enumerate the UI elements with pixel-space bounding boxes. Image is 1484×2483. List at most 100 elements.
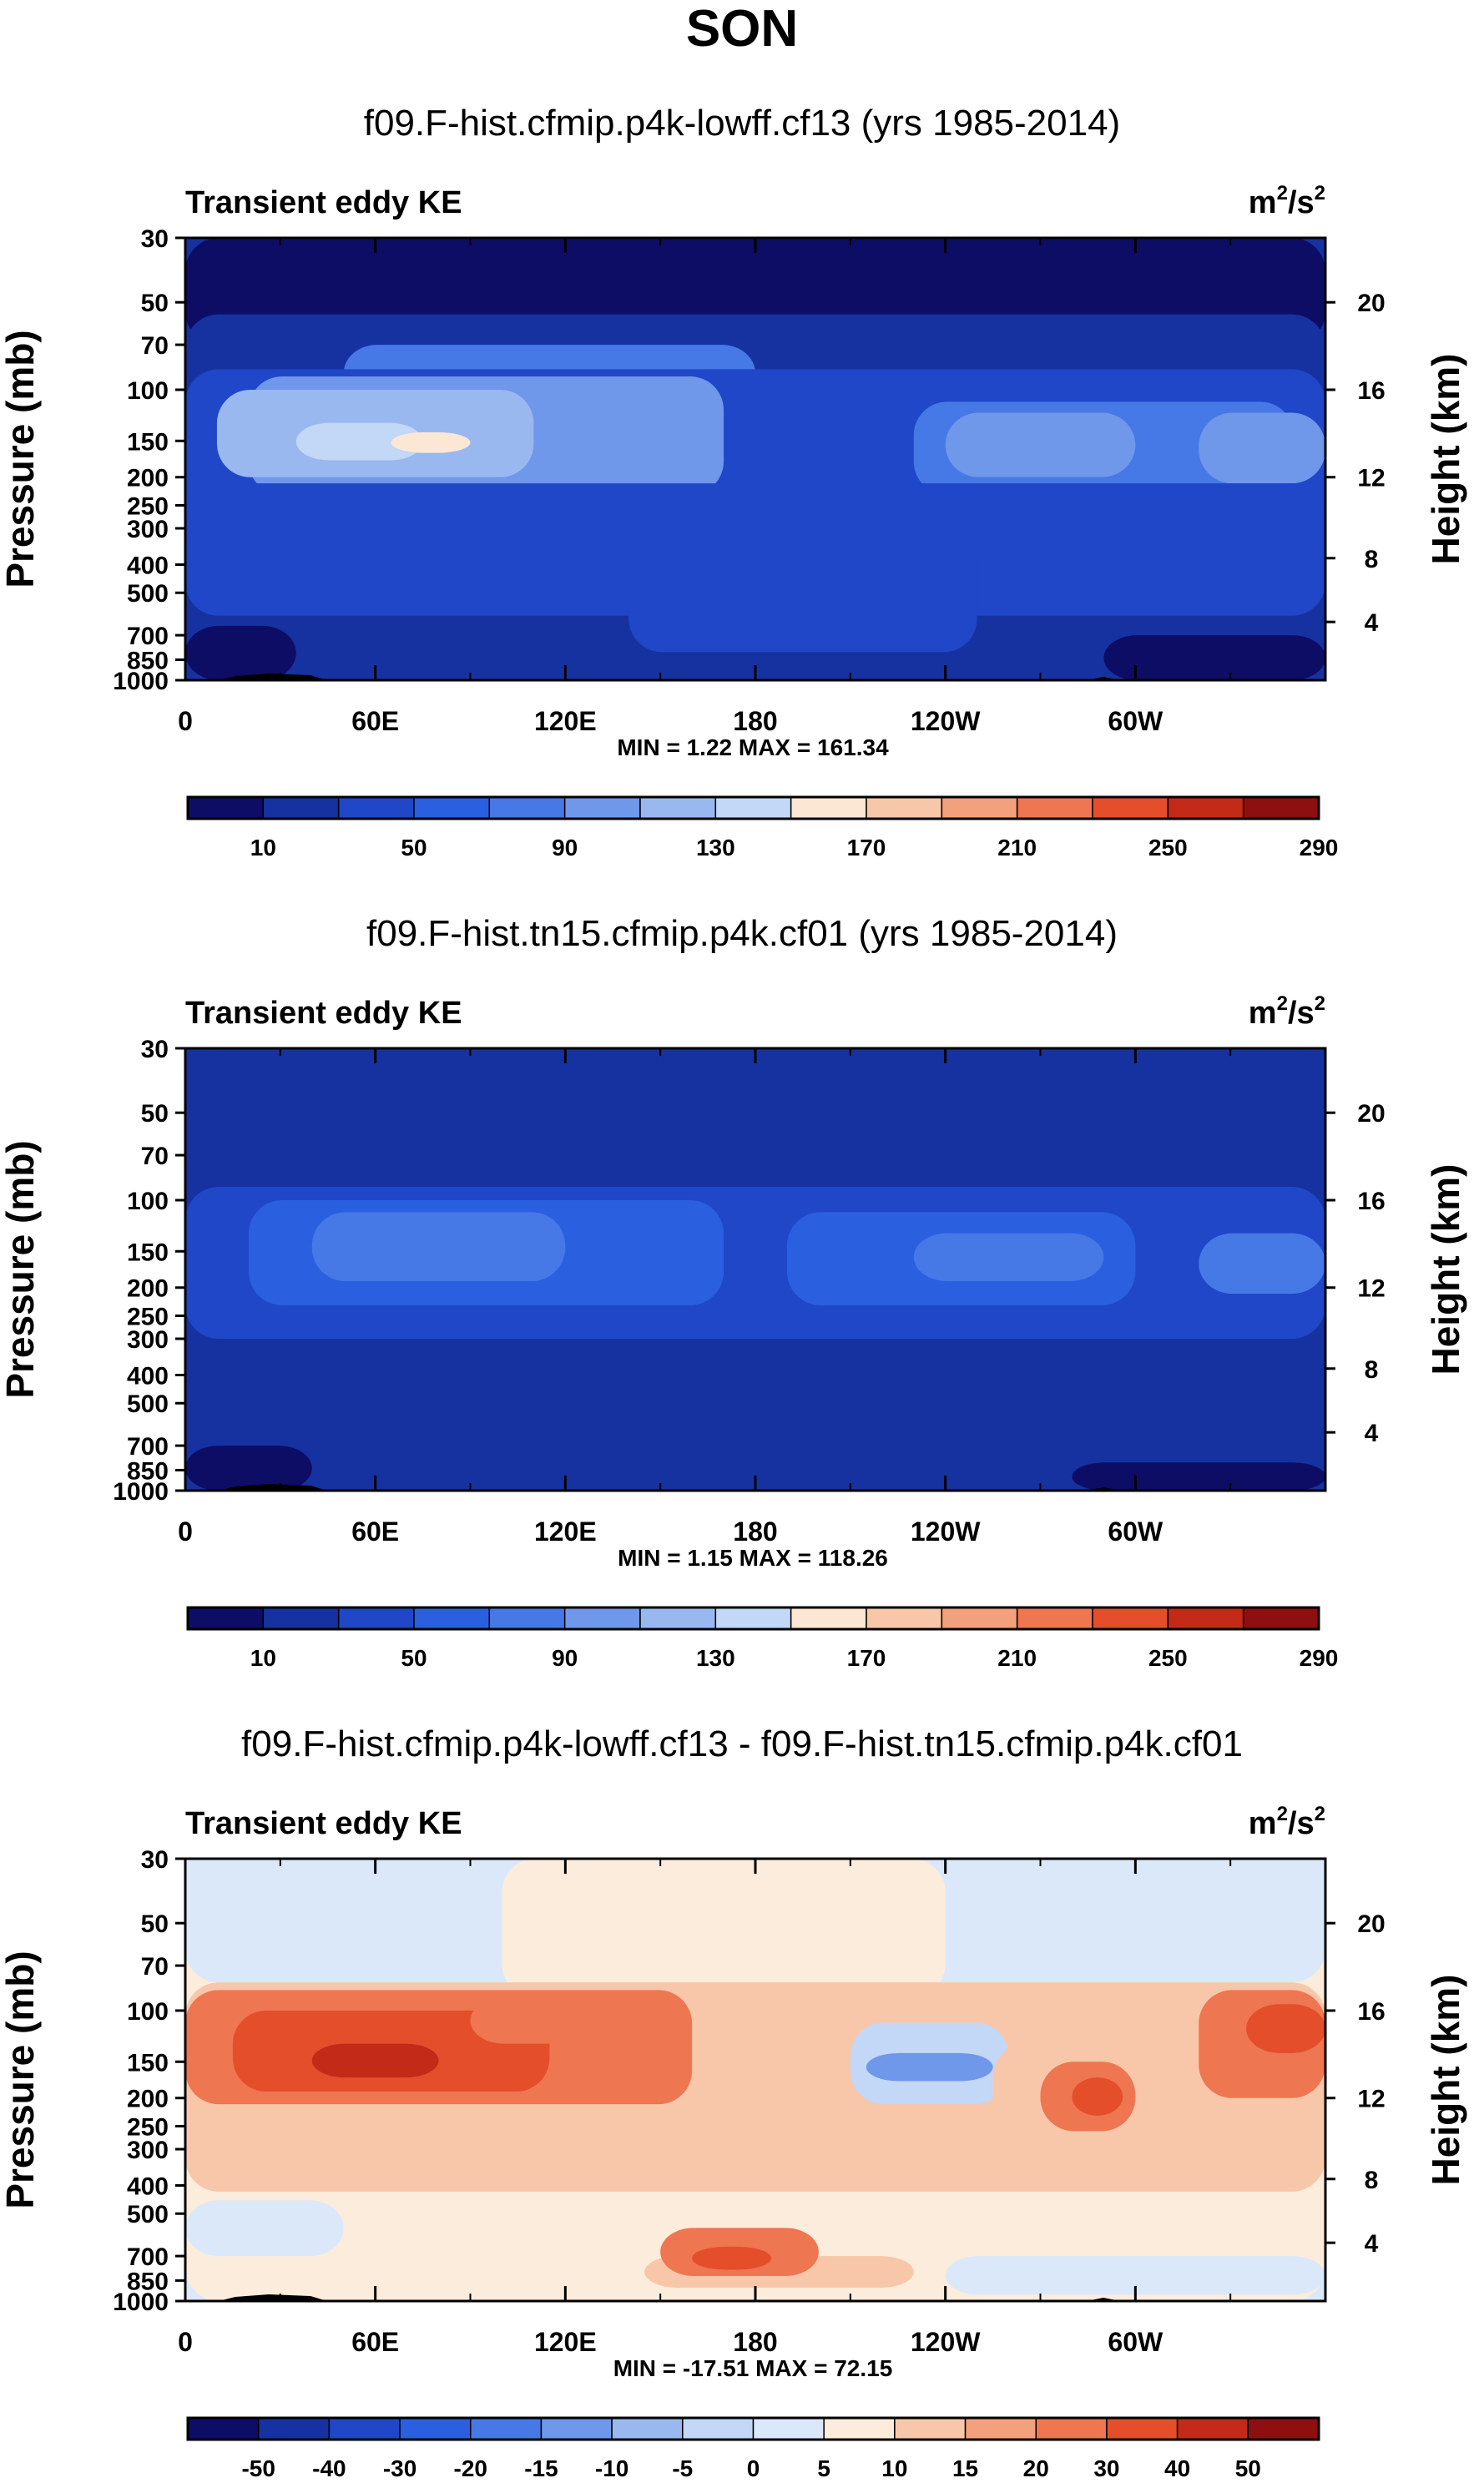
y-tick-label: 700 (127, 623, 169, 650)
y2-tick-label: 16 (1357, 1998, 1385, 2026)
y-tick-label: 30 (141, 1846, 169, 1874)
contour-band (1072, 1462, 1325, 1491)
colorbar-segment (866, 796, 943, 820)
y-tick-label: 30 (141, 1036, 169, 1063)
colorbar-segment (399, 2417, 472, 2440)
x-tick-label: 60W (1108, 706, 1163, 736)
contour-band (628, 528, 977, 653)
colorbar-segment (1242, 1607, 1320, 1630)
colorbar-segment (187, 2417, 260, 2440)
colorbar-label: 90 (552, 835, 578, 860)
y-tick-label: 250 (127, 492, 169, 520)
colorbar-label: 20 (1023, 2455, 1049, 2481)
y-tick-label: 500 (127, 2201, 169, 2228)
y-tick-label: 500 (127, 1390, 169, 1418)
contour-band (185, 1048, 1325, 1164)
y-tick-label: 70 (141, 1953, 169, 1981)
y2-axis-title: Height (km) (1424, 354, 1467, 565)
colorbar-segment (337, 1607, 415, 1630)
colorbar-label: -50 (241, 2455, 275, 2481)
colorbar-segment (1247, 2417, 1320, 2440)
contour-band (185, 483, 1325, 552)
y-tick-label: 500 (127, 580, 169, 608)
y-tick-label: 100 (127, 377, 169, 405)
colorbar-label: 130 (696, 1645, 735, 1671)
y-tick-label: 1000 (113, 668, 169, 695)
x-tick-label: 120E (534, 2327, 597, 2357)
colorbar-label: 40 (1164, 2455, 1190, 2481)
colorbar-segment (1176, 2417, 1249, 2440)
panel-title: f09.F-hist.tn15.cfmip.p4k.cf01 (yrs 1985… (366, 913, 1118, 954)
contour-band (185, 1446, 312, 1491)
y-tick-label: 50 (141, 1100, 169, 1128)
y2-tick-label: 4 (1365, 609, 1379, 637)
colorbar-segment (328, 2417, 401, 2440)
y-axis-title: Pressure (mb) (0, 330, 42, 588)
x-tick-label: 0 (178, 1517, 193, 1547)
y-tick-label: 850 (127, 2268, 169, 2295)
panel-title: f09.F-hist.cfmip.p4k-lowff.cf13 (yrs 198… (364, 103, 1120, 144)
colorbar-label: -5 (672, 2455, 693, 2481)
y-tick-label: 50 (141, 290, 169, 317)
y-tick-label: 300 (127, 516, 169, 543)
colorbar-label: -40 (312, 2455, 346, 2481)
x-tick-label: 120W (911, 706, 981, 736)
season-title: SON (686, 0, 798, 58)
colorbar-segment (894, 2417, 967, 2440)
colorbar-label: 5 (817, 2455, 830, 2481)
x-tick-label: 180 (733, 706, 777, 736)
panel-title: f09.F-hist.cfmip.p4k-lowff.cf13 - f09.F-… (241, 1723, 1243, 1764)
y-tick-label: 200 (127, 465, 169, 492)
colorbar-segment (1106, 2417, 1179, 2440)
y-tick-label: 400 (127, 553, 169, 580)
y2-axis-title: Height (km) (1424, 1164, 1467, 1375)
colorbar-segment (682, 2417, 755, 2440)
contour-band (866, 2052, 993, 2082)
colorbar-label: 10 (250, 1645, 276, 1671)
x-tick-label: 120W (911, 1517, 981, 1547)
y2-tick-label: 20 (1357, 1100, 1385, 1128)
colorbar-label: -10 (595, 2455, 628, 2481)
colorbar-segment (563, 1607, 641, 1630)
colorbar-segment (1167, 1607, 1244, 1630)
colorbar-segment (941, 1607, 1018, 1630)
colorbar-label: 50 (401, 835, 427, 860)
colorbar-segment (639, 796, 717, 820)
colorbar-label: 250 (1148, 1645, 1188, 1671)
colorbar-segment (752, 2417, 825, 2440)
contour-band (1246, 2004, 1325, 2053)
y-tick-label: 700 (127, 1433, 169, 1461)
colorbar-label: 0 (747, 2455, 760, 2481)
y-tick-label: 150 (127, 428, 169, 456)
y-tick-label: 100 (127, 1998, 169, 2026)
y-axis-title: Pressure (mb) (0, 1140, 42, 1398)
contour-band (945, 2256, 1325, 2295)
x-tick-label: 180 (733, 1517, 777, 1547)
colorbar-segment (262, 796, 340, 820)
colorbar-segment (714, 1607, 792, 1630)
colorbar-label: 290 (1300, 1645, 1339, 1671)
y-tick-label: 100 (127, 1188, 169, 1215)
colorbar-label: -30 (383, 2455, 416, 2481)
y2-tick-label: 20 (1357, 1910, 1385, 1938)
y-tick-label: 300 (127, 2137, 169, 2164)
colorbar-segment (1167, 796, 1244, 820)
units-label: m2/s2 (1249, 992, 1325, 1031)
y-tick-label: 150 (127, 1239, 169, 1266)
y2-tick-label: 4 (1365, 1420, 1379, 1447)
y-tick-label: 1000 (113, 2289, 169, 2316)
colorbar-label: 250 (1148, 835, 1188, 860)
colorbar-segment (470, 2417, 543, 2440)
x-tick-label: 180 (733, 2327, 777, 2357)
colorbar-segment (488, 796, 566, 820)
field-label: Transient eddy KE (185, 185, 462, 220)
contour-band (185, 625, 296, 680)
topography (219, 2294, 327, 2301)
colorbar-segment (941, 796, 1018, 820)
y2-tick-label: 12 (1357, 1275, 1385, 1303)
colorbar-segment (187, 796, 265, 820)
contour-band (1199, 412, 1325, 484)
contour-band (1199, 1233, 1325, 1294)
colorbar-label: 90 (552, 1645, 578, 1671)
